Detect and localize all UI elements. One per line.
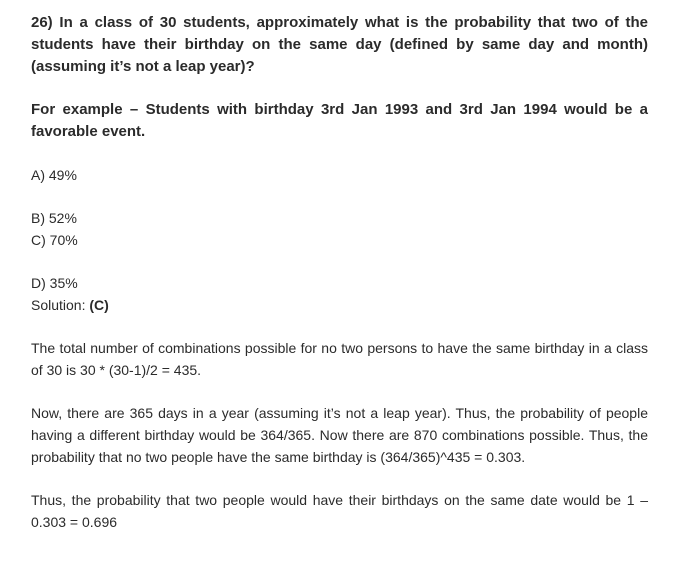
solution-line: Solution: (C)	[31, 294, 648, 316]
document-page: 26) In a class of 30 students, approxima…	[31, 12, 648, 533]
question-text: 26) In a class of 30 students, approxima…	[31, 14, 648, 75]
explanation-paragraph-1: The total number of combinations possibl…	[31, 340, 648, 378]
option-c: C) 70%	[31, 232, 78, 248]
option-b: B) 52%	[31, 210, 77, 226]
option-a: A) 49%	[31, 167, 77, 183]
option-d: D) 35%	[31, 275, 78, 291]
solution-answer: (C)	[89, 297, 109, 313]
explanation-paragraph-2: Now, there are 365 days in a year (assum…	[31, 405, 648, 465]
example-text: For example – Students with birthday 3rd…	[31, 101, 648, 140]
explanation-paragraph-3: Thus, the probability that two people wo…	[31, 492, 648, 530]
solution-label: Solution:	[31, 297, 90, 313]
